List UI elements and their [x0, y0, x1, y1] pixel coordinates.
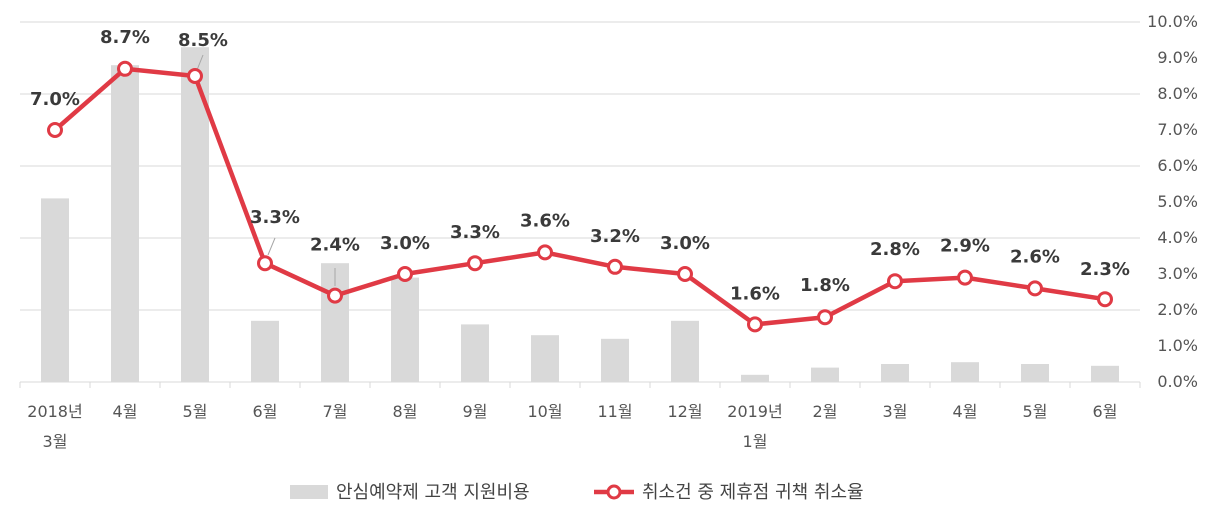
bar: [671, 320, 699, 382]
bar: [531, 335, 559, 382]
y-tick-label: 9.0%: [1157, 48, 1198, 67]
y-tick-label: 1.0%: [1157, 336, 1198, 355]
bar: [461, 324, 489, 382]
y-tick-label: 3.0%: [1157, 264, 1198, 283]
bar: [601, 338, 629, 382]
line-markers: [47, 60, 1113, 333]
x-tick-label: 4월: [953, 402, 978, 421]
y-tick-label: 0.0%: [1157, 372, 1198, 391]
x-tick-label: 8월: [393, 402, 418, 421]
x-tick-label: 2월: [813, 402, 838, 421]
line-point: [47, 122, 63, 138]
x-tick-label: 5월: [183, 402, 208, 421]
x-tick-label: 12월: [667, 402, 702, 421]
line-point: [257, 255, 273, 272]
x-tick-label: 4월: [113, 402, 138, 421]
line-point: [187, 68, 203, 84]
line-point: [1027, 280, 1043, 297]
legend-label: 취소건 중 제휴점 귀책 취소율: [642, 482, 864, 503]
line-point: [957, 269, 973, 286]
x-tick-label: 3월: [883, 402, 908, 421]
bar: [951, 362, 979, 382]
y-tick-label: 5.0%: [1157, 192, 1198, 211]
data-label: 3.3%: [250, 207, 300, 228]
line-path: [53, 66, 1106, 327]
line-point: [747, 316, 763, 333]
x-tick-label: 1월: [743, 432, 768, 451]
leader-line: [267, 237, 276, 256]
legend-marker: [606, 484, 622, 500]
data-label: 2.3%: [1080, 259, 1130, 280]
legend: 안심예약제 고객 지원비용 취소건 중 제휴점 귀책 취소율: [290, 482, 864, 503]
x-tick-label: 2018년: [27, 402, 82, 421]
data-label: 3.3%: [450, 222, 500, 243]
x-tick-label: 2019년: [727, 402, 782, 421]
y-tick-label: 6.0%: [1157, 156, 1198, 175]
y-axis-right-ticks: 0.0% 1.0% 2.0% 3.0% 4.0% 5.0% 6.0% 7.0% 8.0% 9.0%…: [1147, 12, 1198, 391]
line-point: [817, 309, 833, 326]
x-tick-label: 11월: [597, 402, 632, 421]
bar: [881, 364, 909, 382]
leader-lines: [196, 54, 336, 286]
line-point: [327, 287, 343, 304]
data-label: 2.9%: [940, 236, 990, 257]
data-label: 1.8%: [800, 275, 850, 296]
data-label: 3.6%: [520, 210, 570, 231]
line-point: [607, 258, 623, 275]
data-label: 2.4%: [310, 235, 360, 256]
y-tick-label: 4.0%: [1157, 228, 1198, 247]
bar-series: [41, 47, 1119, 382]
x-tick-label: 3월: [43, 432, 68, 451]
data-label: 3.0%: [660, 233, 710, 254]
bar: [1091, 365, 1119, 382]
x-tick-label: 6월: [1093, 402, 1118, 421]
bar: [741, 374, 769, 382]
line-point: [537, 244, 553, 261]
bar: [111, 65, 139, 382]
data-label: 2.8%: [870, 239, 920, 260]
y-tick-label: 8.0%: [1157, 84, 1198, 103]
x-tick-label: 9월: [463, 402, 488, 421]
line-point: [1097, 291, 1113, 308]
bar: [391, 277, 419, 382]
data-label: 3.2%: [590, 226, 640, 247]
data-label: 7.0%: [30, 89, 80, 110]
line-series: [53, 66, 1106, 327]
data-label: 2.6%: [1010, 246, 1060, 267]
leader-line: [196, 54, 204, 71]
line-point: [397, 266, 413, 282]
x-axis: [19, 381, 1141, 388]
y-tick-label: 10.0%: [1147, 12, 1198, 31]
x-tick-label: 5월: [1023, 402, 1048, 421]
data-label: 8.5%: [178, 30, 228, 51]
line-point: [677, 266, 693, 282]
x-axis-ticks: 2018년 3월 4월 5월 6월 7월 8월 9월 10월 11월 12월 2019년 1월 2월 3월 4…: [27, 402, 1117, 451]
x-tick-label: 6월: [253, 402, 278, 421]
bar: [811, 367, 839, 382]
bar: [41, 198, 69, 382]
line-point: [467, 255, 483, 272]
y-tick-label: 2.0%: [1157, 300, 1198, 319]
bar: [1021, 364, 1049, 382]
bar: [251, 320, 279, 382]
data-labels: 7.0% 8.7% 8.5% 3.3% 2.4% 3.0% 3.3% 3.6% 3.2% 3.0%…: [30, 27, 1130, 305]
legend-label: 안심예약제 고객 지원비용: [336, 482, 530, 503]
data-label: 8.7%: [100, 27, 150, 48]
data-label: 1.6%: [730, 283, 780, 304]
legend-bar-swatch: [290, 485, 328, 499]
x-tick-label: 7월: [323, 402, 348, 421]
y-tick-label: 7.0%: [1157, 120, 1198, 139]
line-point: [117, 60, 133, 77]
data-label: 3.0%: [380, 233, 430, 254]
line-point: [887, 273, 903, 290]
x-tick-label: 10월: [527, 402, 562, 421]
